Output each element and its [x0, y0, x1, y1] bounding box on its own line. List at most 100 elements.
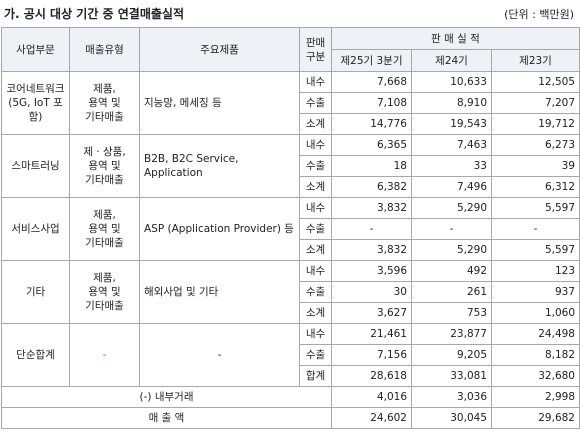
- sales-class: 수출: [299, 218, 332, 240]
- total-row: (-) 내부거래 4,016 3,036 2,998: [1, 386, 580, 408]
- total-label: 매 출 액: [1, 407, 332, 429]
- sales-type: 제품, 용역 및 기타매출: [69, 260, 140, 324]
- row: 서비스사업 제품, 용역 및 기타매출 ASP (Application Provi…: [1, 197, 580, 261]
- value: 6,365: [331, 134, 412, 156]
- period-header: 제23기: [491, 49, 580, 72]
- row: 기타 제품, 용역 및 기타매출 해외사업 및 기타 내수 3,596 492 123: [1, 260, 580, 324]
- total-label: (-) 내부거래: [1, 386, 332, 408]
- value: 1,060: [491, 302, 580, 324]
- row: 소계 6,382 7,496 6,312: [2, 176, 580, 198]
- product: -: [139, 323, 300, 387]
- total-row: 매 출 액 24,602 30,045 29,682: [1, 407, 580, 429]
- row: 단순합계 - - 내수 21,461 23,877 24,498: [1, 323, 580, 387]
- value: 18: [331, 155, 412, 177]
- column-header: 사업부문: [1, 27, 70, 72]
- value: 7,496: [411, 176, 492, 198]
- row: 코어네트워크 (5G, IoT 포함) 제품, 용역 및 기타매출 지능망, 메세징…: [1, 71, 580, 135]
- value: 4,016: [331, 386, 412, 408]
- segment: 서비스사업: [1, 197, 70, 261]
- value: 3,627: [331, 302, 412, 324]
- value: 12,505: [491, 71, 580, 93]
- title: 가. 공시 대상 기간 중 연결매출실적: [4, 7, 185, 21]
- sales-class: 내수: [299, 134, 332, 156]
- sales-class: 내수: [299, 197, 332, 219]
- value: 6,312: [491, 176, 580, 198]
- segment: 기타: [1, 260, 70, 324]
- sales-class: 수출: [299, 92, 332, 114]
- value: 24,602: [331, 407, 412, 429]
- value: 3,596: [331, 260, 412, 282]
- row: 수출 18 33 39: [2, 155, 580, 177]
- value: 5,597: [491, 239, 580, 261]
- value: 19,712: [491, 113, 580, 135]
- value: 29,682: [491, 407, 580, 429]
- value: 30: [331, 281, 412, 303]
- value: 39: [491, 155, 580, 177]
- sales-class: 수출: [299, 281, 332, 303]
- value: 753: [411, 302, 492, 324]
- period-header: 제24기: [411, 49, 492, 72]
- value: 5,290: [411, 197, 492, 219]
- period-header: 제25기 3분기: [331, 49, 412, 72]
- value: 33: [411, 155, 492, 177]
- value: 492: [411, 260, 492, 282]
- value: 10,633: [411, 71, 492, 93]
- value: -: [331, 218, 412, 240]
- value: -: [491, 218, 580, 240]
- value: 7,463: [411, 134, 492, 156]
- sales-type: 제 · 상품, 용역 및 기타매출: [69, 134, 140, 198]
- segment: 스마트러닝: [1, 134, 70, 198]
- table-body: 코어네트워크 (5G, IoT 포함) 제품, 용역 및 기타매출 지능망, 메세징…: [1, 71, 580, 429]
- segment: 단순합계: [1, 323, 70, 387]
- value: 30,045: [411, 407, 492, 429]
- value: 3,832: [331, 239, 412, 261]
- value: 32,680: [491, 365, 580, 387]
- value: 937: [491, 281, 580, 303]
- value: 7,156: [331, 344, 412, 366]
- header: 가. 공시 대상 기간 중 연결매출실적 (단위 : 백만원): [0, 0, 580, 27]
- row: 수출 7,156 9,205 8,182: [2, 344, 580, 366]
- product: 해외사업 및 기타: [139, 260, 300, 324]
- value: 28,618: [331, 365, 412, 387]
- value: -: [411, 218, 492, 240]
- column-header: 판 매 실 적: [331, 27, 580, 50]
- value: 3,036: [411, 386, 492, 408]
- value: 23,877: [411, 323, 492, 345]
- value: 33,081: [411, 365, 492, 387]
- sales-class: 소계: [299, 302, 332, 324]
- column-header: 판매 구분: [299, 27, 332, 72]
- value: 14,776: [331, 113, 412, 135]
- sales-table: 사업부문 매출유형 주요제품 판매 구분 판 매 실 적 제25기 3분기 제2…: [1, 27, 580, 429]
- value: 8,910: [411, 92, 492, 114]
- value: 123: [491, 260, 580, 282]
- value: 5,290: [411, 239, 492, 261]
- value: 261: [411, 281, 492, 303]
- sales-class: 소계: [299, 176, 332, 198]
- sales-class: 내수: [299, 260, 332, 282]
- segment: 코어네트워크 (5G, IoT 포함): [1, 71, 70, 135]
- value: 5,597: [491, 197, 580, 219]
- product: B2B, B2C Service, Application: [139, 134, 300, 198]
- sales-class: 소계: [299, 113, 332, 135]
- column-header: 주요제품: [139, 27, 300, 72]
- sales-class: 수출: [299, 344, 332, 366]
- value: 8,182: [491, 344, 580, 366]
- sales-type: -: [69, 323, 140, 387]
- column-header: 매출유형: [69, 27, 140, 72]
- sales-class: 합계: [299, 365, 332, 387]
- value: 7,108: [331, 92, 412, 114]
- sales-type: 제품, 용역 및 기타매출: [69, 71, 140, 135]
- sales-class: 내수: [299, 323, 332, 345]
- row: 스마트러닝 제 · 상품, 용역 및 기타매출 B2B, B2C Service, …: [1, 134, 580, 198]
- unit: (단위 : 백만원): [504, 8, 574, 21]
- sales-class: 수출: [299, 155, 332, 177]
- sales-class: 소계: [299, 239, 332, 261]
- value: 3,832: [331, 197, 412, 219]
- row: 소계 3,627 753 1,060: [2, 302, 580, 324]
- value: 6,382: [331, 176, 412, 198]
- value: 6,273: [491, 134, 580, 156]
- sales-type: 제품, 용역 및 기타매출: [69, 197, 140, 261]
- value: 24,498: [491, 323, 580, 345]
